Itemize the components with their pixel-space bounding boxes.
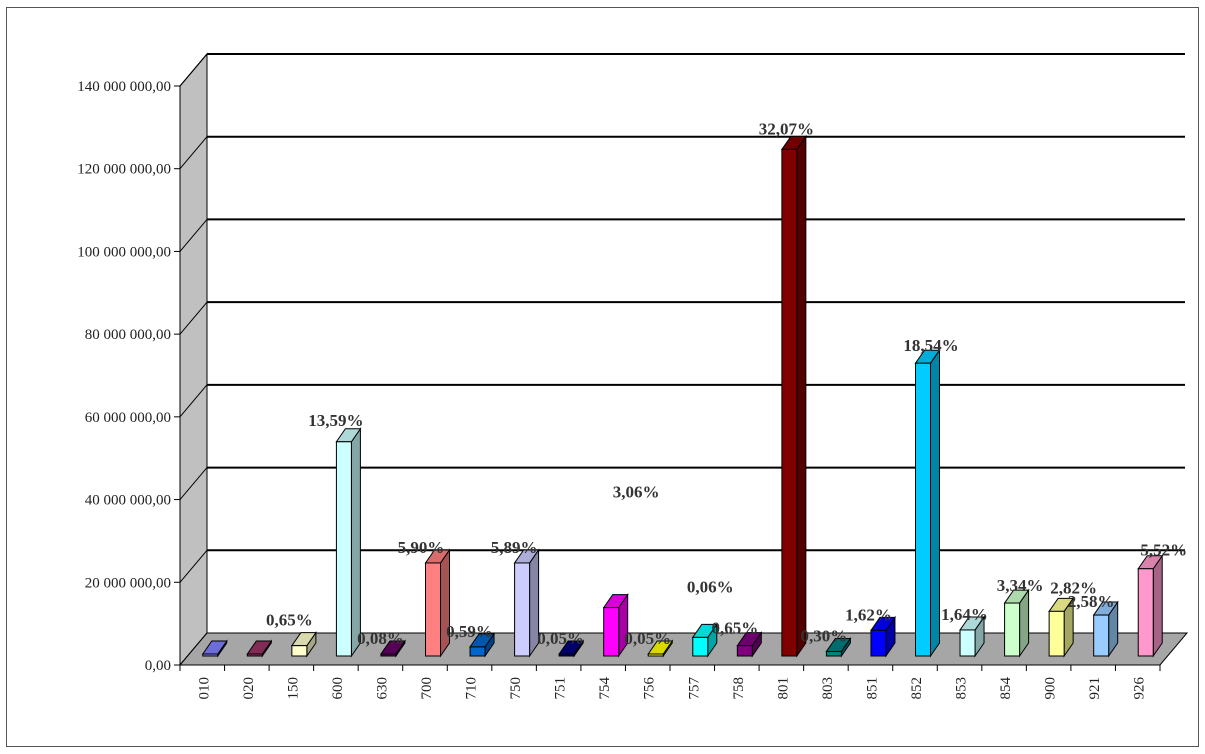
y-tick-label: 60 000 000,00 [85,410,171,426]
x-tick-label: 010 [196,677,212,700]
x-tick-label: 803 [820,677,836,700]
bar[interactable] [915,362,931,657]
x-tick-label: 926 [1132,677,1148,700]
bar[interactable] [202,653,219,657]
bar[interactable] [692,636,709,657]
floor [178,632,1189,666]
bar[interactable] [425,562,441,657]
x-tick-label: 600 [330,677,346,700]
bar[interactable] [246,653,263,657]
x-tick-label: 851 [864,677,880,700]
x-tick-label: 020 [241,677,257,700]
bar[interactable] [647,653,664,657]
bar[interactable] [1004,602,1021,657]
bar[interactable] [1093,614,1110,657]
data-label: 13,59% [308,411,363,430]
y-tick-label: 100 000 000,00 [77,244,171,260]
bar-side[interactable] [1152,554,1163,658]
x-tick-label: 756 [642,677,658,700]
y-tick-label: 120 000 000,00 [77,162,171,178]
data-label: 0,59% [446,622,493,641]
side-gridline [179,53,208,87]
bar[interactable] [380,653,397,657]
side-gridline [179,549,208,583]
data-label: 2,58% [1068,592,1115,611]
bar[interactable] [291,645,308,657]
side-gridline [179,219,208,252]
bar[interactable] [514,562,531,657]
side-gridline [179,384,208,418]
bar[interactable] [781,148,798,657]
data-label: 18,54% [903,336,958,355]
bar[interactable] [870,629,887,657]
data-label: 3,34% [997,576,1044,595]
x-tick-label: 854 [998,676,1014,699]
data-label: 0,06% [687,577,734,596]
x-tick-label: 751 [553,677,569,700]
data-label: 2,82% [1050,578,1097,597]
data-label: 0,65% [711,619,758,638]
y-tick-label: 40 000 000,00 [85,493,171,509]
data-label: 5,52% [1140,541,1187,560]
side-gridline [179,467,208,500]
x-tick-label: 750 [508,677,524,700]
x-tick-label: 700 [419,677,435,700]
y-tick-label: 140 000 000,00 [77,79,171,95]
side-wall [179,52,208,667]
x-tick-label: 754 [597,677,613,700]
side-gridline [179,301,208,335]
x-tick-label: 853 [954,677,970,700]
bar[interactable] [736,645,753,657]
bar-side[interactable] [350,427,361,658]
data-label: 0,05% [537,629,584,648]
bar-side[interactable] [796,134,807,658]
y-tick-label: 0,00 [145,658,171,674]
data-label: 1,64% [941,605,988,624]
bar[interactable] [603,607,620,657]
data-label: 1,62% [845,605,892,624]
data-label: 0,30% [801,626,848,645]
y-tick-label: 20 000 000,00 [85,575,171,591]
x-tick-label: 900 [1043,677,1059,700]
bar[interactable] [1048,610,1065,657]
x-tick-label: 757 [686,677,702,700]
bar-side[interactable] [930,348,940,658]
side-gridline [179,136,208,170]
x-tick-label: 630 [374,677,390,700]
x-tick-label: 758 [731,677,747,700]
bar[interactable] [1137,568,1154,657]
data-label: 0,08% [357,629,404,648]
x-tick-label: 852 [909,677,925,700]
x-tick-label: 150 [285,677,301,700]
data-label: 5,89% [491,538,538,557]
data-label: 3,06% [613,483,660,502]
y-tick-label: 80 000 000,00 [85,327,171,343]
bar[interactable] [825,650,842,657]
x-tick-label: 801 [775,677,791,700]
bar[interactable] [469,646,486,657]
x-tick-label: 710 [464,677,480,700]
data-label: 0,05% [624,629,671,648]
bar[interactable] [558,653,575,657]
data-label: 0,65% [266,611,313,630]
data-label: 5,90% [398,538,445,557]
bar[interactable] [959,629,976,657]
data-label: 32,07% [759,119,814,138]
bar[interactable] [335,441,352,657]
x-tick-label: 921 [1087,677,1103,700]
